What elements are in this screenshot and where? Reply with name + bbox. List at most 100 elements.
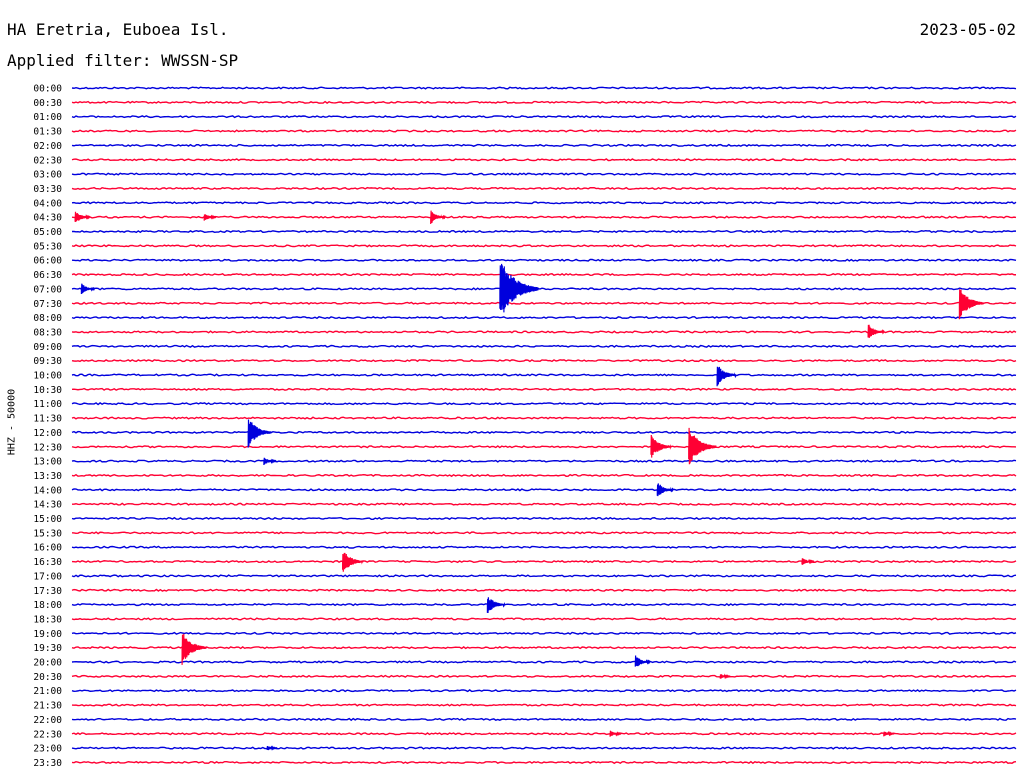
time-label-0200: 02:00 <box>33 141 62 152</box>
trace-row-2330 <box>71 760 1017 765</box>
time-label-1030: 10:30 <box>33 385 62 396</box>
time-label-0900: 09:00 <box>33 342 62 353</box>
event-1300-11 <box>263 457 277 466</box>
filter-label: Applied filter: WWSSN-SP <box>7 51 239 70</box>
event-0700-4 <box>499 263 539 313</box>
date-label: 2023-05-02 <box>919 20 1016 39</box>
time-label-2130: 21:30 <box>33 701 62 712</box>
time-label-2000: 20:00 <box>33 658 62 669</box>
time-label-1930: 19:30 <box>33 643 62 654</box>
event-2230-19 <box>609 730 622 737</box>
time-label-1200: 12:00 <box>33 428 62 439</box>
trace-row-0300 <box>71 172 1017 176</box>
trace-row-0400 <box>71 201 1017 205</box>
trace-row-0000 <box>71 86 1017 90</box>
trace-row-0230 <box>71 158 1017 162</box>
time-label-0000: 00:00 <box>33 84 62 95</box>
trace-row-0130 <box>71 129 1017 133</box>
time-label-0700: 07:00 <box>33 284 62 295</box>
time-label-1100: 11:00 <box>33 399 62 410</box>
time-label-1130: 11:30 <box>33 414 62 425</box>
trace-row-0800 <box>71 315 1017 320</box>
event-2000-17 <box>634 655 651 667</box>
time-label-1330: 13:30 <box>33 471 62 482</box>
event-0430-2 <box>430 210 446 224</box>
trace-row-0700 <box>71 287 1017 291</box>
trace-row-1700 <box>71 574 1017 578</box>
time-label-2030: 20:30 <box>33 672 62 683</box>
time-label-2100: 21:00 <box>33 686 62 697</box>
trace-row-0600 <box>71 258 1017 262</box>
trace-row-0930 <box>71 359 1017 363</box>
event-1800-15 <box>486 597 506 613</box>
time-label-1400: 14:00 <box>33 485 62 496</box>
event-0430-1 <box>203 214 217 221</box>
event-1630-14 <box>801 558 815 565</box>
trace-row-2100 <box>71 689 1017 693</box>
trace-row-0030 <box>71 100 1017 104</box>
time-label-0930: 09:30 <box>33 356 62 367</box>
event-1400-12 <box>656 483 674 497</box>
trace-row-1100 <box>71 402 1017 406</box>
time-label-1430: 14:30 <box>33 500 62 511</box>
time-label-1700: 17:00 <box>33 571 62 582</box>
event-1930-16 <box>181 633 208 665</box>
trace-row-1530 <box>71 531 1017 535</box>
event-1230-10 <box>688 427 717 465</box>
trace-row-1330 <box>71 473 1017 478</box>
trace-row-0100 <box>71 115 1017 119</box>
trace-row-2300 <box>71 746 1017 750</box>
trace-row-1500 <box>71 516 1017 521</box>
time-label-0830: 08:30 <box>33 327 62 338</box>
event-2030-18 <box>719 673 731 680</box>
trace-row-0200 <box>71 143 1017 148</box>
event-2230-20 <box>883 730 895 737</box>
trace-row-2230 <box>71 732 1017 736</box>
time-label-0800: 08:00 <box>33 313 62 324</box>
trace-row-1400 <box>71 488 1017 492</box>
time-label-2200: 22:00 <box>33 715 62 726</box>
time-label-0030: 00:30 <box>33 98 62 109</box>
trace-row-2200 <box>71 717 1017 722</box>
event-0700-3 <box>80 283 96 294</box>
event-2300-21 <box>266 745 278 751</box>
time-label-2230: 22:30 <box>33 729 62 740</box>
event-1630-13 <box>342 552 364 572</box>
trace-row-0330 <box>71 186 1017 191</box>
trace-row-1230 <box>71 445 1017 449</box>
time-label-0530: 05:30 <box>33 241 62 252</box>
time-label-0230: 02:30 <box>33 155 62 166</box>
trace-row-1130 <box>71 416 1017 420</box>
event-1230-9 <box>650 435 672 458</box>
event-0830-6 <box>867 324 885 338</box>
trace-row-1930 <box>71 646 1017 650</box>
trace-row-1430 <box>71 502 1017 506</box>
time-label-2300: 23:00 <box>33 744 62 755</box>
time-label-1230: 12:30 <box>33 442 62 453</box>
trace-row-1630 <box>71 559 1017 564</box>
event-1200-8 <box>247 419 272 448</box>
time-label-1830: 18:30 <box>33 614 62 625</box>
time-label-1800: 18:00 <box>33 600 62 611</box>
trace-row-1830 <box>71 617 1017 621</box>
time-label-1530: 15:30 <box>33 528 62 539</box>
trace-row-1730 <box>71 588 1017 592</box>
trace-row-1900 <box>71 631 1017 635</box>
trace-row-1030 <box>71 387 1017 391</box>
trace-row-0900 <box>71 344 1017 348</box>
time-label-0100: 01:00 <box>33 112 62 123</box>
trace-row-0730 <box>71 301 1017 305</box>
trace-row-1000 <box>71 373 1017 377</box>
event-0730-5 <box>958 289 985 320</box>
trace-row-0430 <box>71 215 1017 219</box>
time-label-2330: 23:30 <box>33 758 62 769</box>
time-label-0400: 04:00 <box>33 198 62 209</box>
time-label-0600: 06:00 <box>33 256 62 267</box>
time-label-1730: 17:30 <box>33 586 62 597</box>
time-label-0500: 05:00 <box>33 227 62 238</box>
trace-row-2130 <box>71 703 1017 707</box>
time-label-1900: 19:00 <box>33 629 62 640</box>
trace-row-2030 <box>71 674 1017 678</box>
time-label-0430: 04:30 <box>33 213 62 224</box>
